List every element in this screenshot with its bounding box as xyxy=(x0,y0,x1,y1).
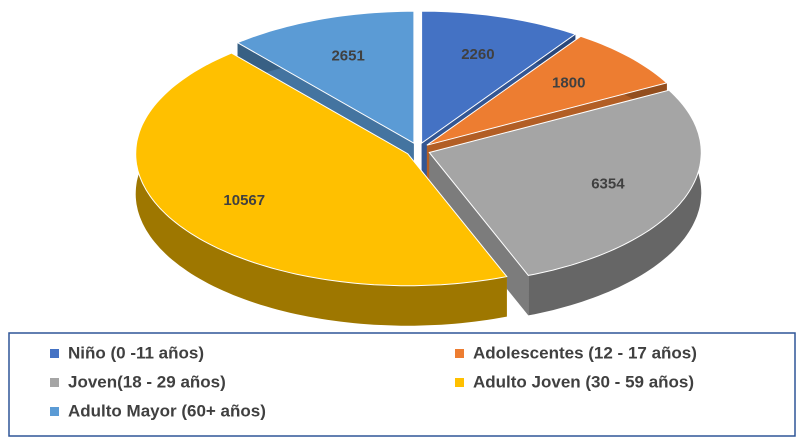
legend-box xyxy=(8,332,796,437)
legend-label: Adulto Mayor (60+ años) xyxy=(68,401,266,420)
slice xyxy=(236,10,415,145)
slice xyxy=(421,10,577,145)
value-label: 10567 xyxy=(223,192,265,209)
legend-swatch xyxy=(455,349,464,358)
legend-label: Joven(18 - 29 años) xyxy=(68,372,226,391)
slice-side xyxy=(135,53,507,326)
legend-label: Niño (0 -11 años) xyxy=(68,343,204,362)
legend-label: Adulto Joven (30 - 59 años) xyxy=(473,372,694,391)
value-label: 2651 xyxy=(331,47,364,64)
legend-swatch xyxy=(50,407,59,416)
slice xyxy=(426,35,668,146)
value-label: 6354 xyxy=(591,175,625,192)
value-label: 1800 xyxy=(552,75,585,92)
slice xyxy=(135,52,508,287)
slice-side xyxy=(528,90,702,316)
value-label: 2260 xyxy=(461,46,494,63)
legend-label: Adolescentes (12 - 17 años) xyxy=(473,343,697,362)
slice xyxy=(428,89,702,276)
legend-swatch xyxy=(50,378,59,387)
legend-swatch xyxy=(455,378,464,387)
legend-swatch xyxy=(50,349,59,358)
